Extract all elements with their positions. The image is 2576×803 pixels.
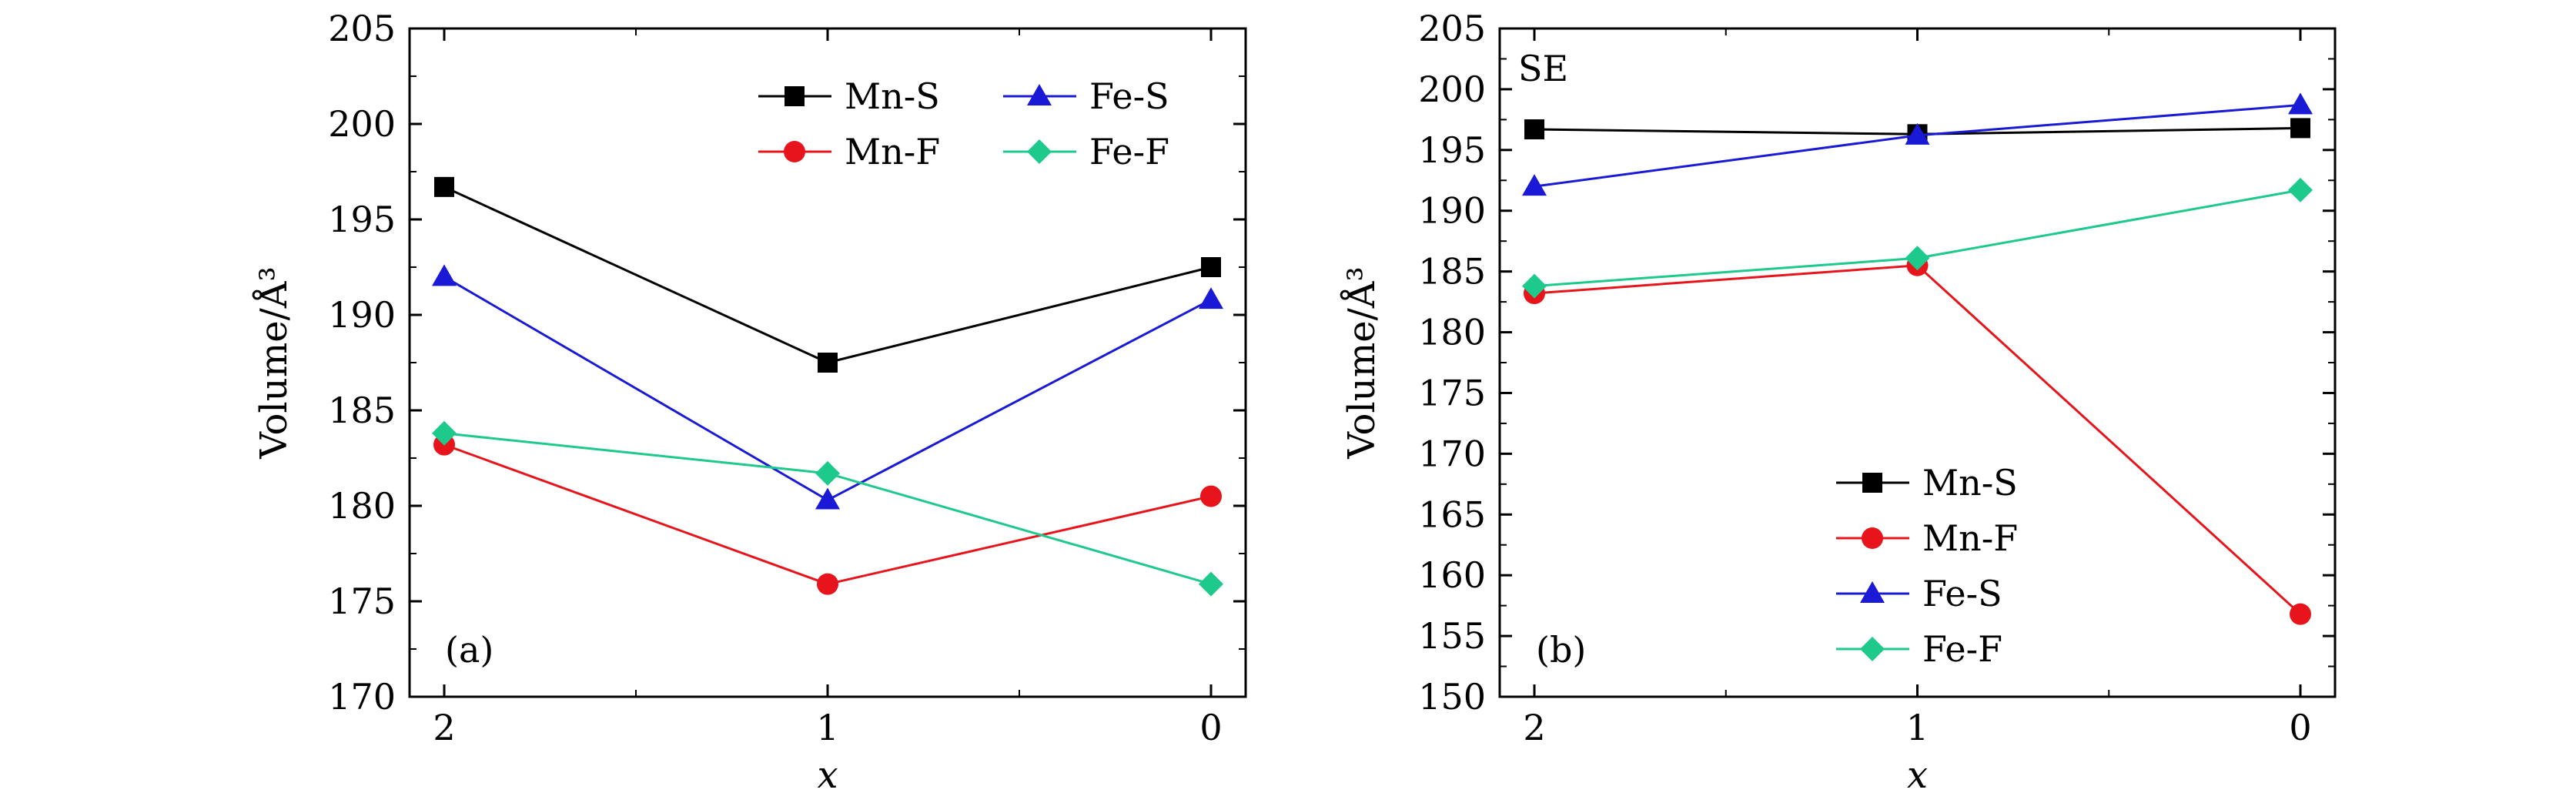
y-tick-label: 190 xyxy=(1418,190,1486,232)
data-point-mn-f xyxy=(1200,485,1222,507)
y-axis-title: Volume/Å³ xyxy=(1340,266,1383,459)
x-tick-label: 2 xyxy=(1523,707,1545,748)
y-tick-label: 165 xyxy=(1418,494,1486,535)
data-point-mn-s xyxy=(818,353,838,373)
legend-item: Mn-F xyxy=(1836,517,2018,559)
series-line-mn-f xyxy=(1534,264,2302,615)
y-tick-label: 195 xyxy=(1418,129,1486,171)
legend-label: Fe-S xyxy=(1089,75,1169,117)
series-line-fe-s xyxy=(1534,103,2301,188)
legend-item: Mn-F xyxy=(758,131,940,172)
data-point-mn-s xyxy=(434,176,454,197)
y-tick-label: 180 xyxy=(1418,312,1486,353)
legend-label: Mn-S xyxy=(845,75,940,117)
legend-marker xyxy=(784,141,805,162)
legend-marker xyxy=(785,86,805,106)
series-fe-f xyxy=(432,420,1223,597)
y-tick-label: 170 xyxy=(328,676,396,718)
data-point-fe-s xyxy=(2288,92,2313,115)
y-tick-label: 185 xyxy=(328,390,396,431)
legend-marker xyxy=(1860,637,1885,661)
series-mn-f xyxy=(433,433,1222,595)
y-tick-label: 180 xyxy=(328,485,396,527)
legend-label: Mn-S xyxy=(1922,462,2018,504)
data-point-mn-s xyxy=(2290,118,2310,139)
y-tick-label: 175 xyxy=(1418,372,1486,413)
y-tick-label: 195 xyxy=(328,199,396,240)
panel-a: 170 175 180 185 190 195 200 205 2 1 0 x Volume/Å³ Mn-… xyxy=(252,8,1247,797)
y-tick-label: 205 xyxy=(1418,8,1486,49)
data-point-fe-s xyxy=(1522,174,1547,196)
legend-label: Mn-F xyxy=(1922,517,2018,559)
series-mn-f xyxy=(1524,254,2311,625)
legend-marker xyxy=(1027,139,1052,164)
data-point-fe-s xyxy=(432,264,457,286)
data-point-mn-f xyxy=(2290,603,2311,625)
legend-label: Fe-S xyxy=(1922,573,2002,614)
legend: Mn-S Mn-F Fe-S Fe-F xyxy=(1836,462,2018,670)
x-tick-label: 0 xyxy=(2289,707,2311,748)
legend-item: Fe-S xyxy=(1003,75,1169,117)
legend-marker xyxy=(1862,527,1883,549)
legend-label: Fe-F xyxy=(1089,131,1169,172)
series-fe-s xyxy=(432,264,1223,510)
legend-marker xyxy=(1862,473,1882,493)
data-point-fe-f xyxy=(432,420,457,446)
y-tick-label: 155 xyxy=(1418,615,1486,657)
data-point-fe-s xyxy=(1905,122,1930,145)
panel-label: (b) xyxy=(1536,629,1586,671)
data-point-fe-f xyxy=(1199,571,1223,597)
legend-item: Mn-S xyxy=(1836,462,2018,504)
data-point-fe-f xyxy=(1905,246,1930,271)
series-fe-s xyxy=(1522,92,2313,196)
y-tick-label: 200 xyxy=(1418,69,1486,110)
series-line-mn-s xyxy=(443,186,1212,364)
x-tick-label: 1 xyxy=(1906,707,1929,748)
x-tick-label: 1 xyxy=(816,707,838,748)
data-point-fe-s xyxy=(815,487,840,510)
y-tick-label: 200 xyxy=(328,103,396,145)
legend-item: Mn-S xyxy=(758,75,940,117)
data-point-fe-f xyxy=(815,460,840,486)
legend-item: Fe-S xyxy=(1836,573,2002,614)
y-tick-label: 205 xyxy=(328,8,396,49)
x-tick-label: 2 xyxy=(433,707,455,748)
panel-label: (a) xyxy=(445,629,493,671)
data-point-fe-f xyxy=(1522,273,1547,299)
panel-b: 150 155 160 165 170 175 180 185 190 195 200 205 2 1 0 x… xyxy=(1340,8,2337,797)
y-tick-label: 175 xyxy=(328,581,396,622)
data-point-mn-f xyxy=(817,573,838,595)
x-axis-title: x xyxy=(817,754,838,797)
y-tick-label: 170 xyxy=(1418,433,1486,474)
y-axis-title: Volume/Å³ xyxy=(252,266,296,459)
legend: Mn-S Mn-F Fe-S Fe-F xyxy=(758,75,1169,172)
data-point-mn-s xyxy=(1201,257,1221,277)
x-tick-label: 0 xyxy=(1199,707,1222,748)
y-tick-label: 150 xyxy=(1418,676,1486,718)
data-point-fe-f xyxy=(2288,177,2313,202)
y-tick-label: 185 xyxy=(1418,251,1486,293)
x-axis-title: x xyxy=(1907,754,1928,797)
series-mn-s xyxy=(434,176,1221,373)
legend-marker xyxy=(1027,84,1052,105)
legend-item: Fe-F xyxy=(1836,628,2002,670)
annotation: SE xyxy=(1518,48,1568,89)
legend-label: Mn-F xyxy=(845,131,940,172)
legend-label: Fe-F xyxy=(1922,628,2002,670)
data-point-mn-s xyxy=(1524,119,1544,139)
y-tick-label: 190 xyxy=(328,294,396,336)
y-tick-label: 160 xyxy=(1418,554,1486,596)
legend-item: Fe-F xyxy=(1003,131,1169,172)
legend-marker xyxy=(1860,581,1885,603)
series-fe-f xyxy=(1522,177,2313,299)
data-point-fe-s xyxy=(1199,287,1223,309)
